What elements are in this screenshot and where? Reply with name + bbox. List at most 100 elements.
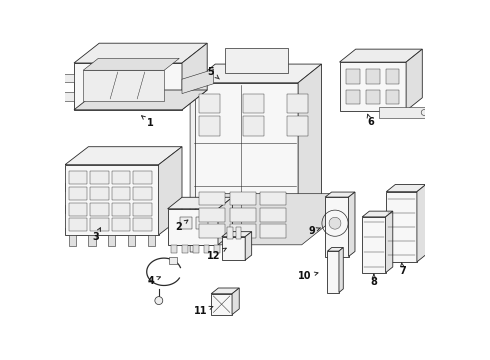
Polygon shape [339, 248, 343, 292]
Bar [243, 94, 264, 113]
Polygon shape [211, 294, 232, 315]
Bar [386, 90, 399, 104]
Polygon shape [192, 83, 298, 241]
Bar [112, 219, 130, 231]
Polygon shape [188, 194, 340, 245]
Text: 10: 10 [298, 271, 318, 282]
Bar [69, 219, 87, 231]
Polygon shape [74, 63, 182, 110]
Polygon shape [182, 245, 188, 253]
Bar [112, 171, 130, 184]
Polygon shape [192, 64, 321, 83]
Polygon shape [348, 192, 355, 256]
Polygon shape [225, 48, 288, 73]
Polygon shape [218, 197, 232, 245]
Polygon shape [69, 235, 76, 246]
Polygon shape [379, 107, 430, 118]
Polygon shape [386, 211, 393, 273]
Text: 3: 3 [92, 228, 100, 242]
Bar [90, 203, 109, 216]
Text: 12: 12 [207, 248, 226, 261]
Polygon shape [65, 147, 182, 165]
Polygon shape [61, 93, 74, 101]
Bar [230, 208, 256, 221]
Polygon shape [193, 245, 198, 253]
Polygon shape [168, 197, 232, 209]
Bar [199, 94, 220, 113]
Polygon shape [108, 235, 116, 246]
Polygon shape [128, 235, 135, 246]
Bar [227, 227, 233, 238]
Text: 6: 6 [367, 114, 374, 127]
Bar [199, 117, 220, 136]
Circle shape [329, 217, 341, 229]
Polygon shape [362, 211, 393, 217]
Bar [199, 224, 225, 238]
Text: 9: 9 [308, 226, 320, 236]
Polygon shape [61, 74, 74, 82]
Bar [386, 69, 399, 84]
Polygon shape [327, 251, 339, 292]
Polygon shape [65, 165, 159, 235]
Polygon shape [171, 245, 177, 253]
Polygon shape [88, 235, 96, 246]
Polygon shape [325, 192, 355, 197]
Circle shape [155, 297, 163, 305]
Polygon shape [50, 213, 65, 228]
Bar [346, 90, 360, 104]
Polygon shape [83, 58, 179, 70]
Bar [69, 171, 87, 184]
Bar [180, 217, 192, 229]
Bar [287, 117, 308, 136]
Bar [196, 217, 208, 229]
Bar [90, 187, 109, 200]
Bar [199, 208, 225, 221]
Polygon shape [211, 288, 239, 294]
Polygon shape [340, 62, 406, 111]
Polygon shape [417, 184, 426, 262]
Bar [346, 69, 360, 84]
Bar [236, 227, 242, 238]
Bar [260, 224, 286, 238]
Bar [133, 187, 152, 200]
Bar [90, 219, 109, 231]
Polygon shape [232, 288, 239, 315]
Polygon shape [168, 209, 218, 245]
Bar [287, 94, 308, 113]
Polygon shape [362, 217, 386, 273]
Polygon shape [74, 90, 207, 110]
Polygon shape [190, 45, 199, 252]
Bar [133, 171, 152, 184]
Bar [169, 257, 177, 264]
Bar [243, 117, 264, 136]
Bar [230, 192, 256, 206]
Text: 8: 8 [370, 274, 377, 287]
Text: 2: 2 [175, 220, 188, 232]
Polygon shape [50, 168, 65, 183]
Polygon shape [327, 248, 343, 251]
Bar [112, 203, 130, 216]
Polygon shape [50, 191, 65, 205]
Polygon shape [245, 232, 252, 260]
Polygon shape [148, 235, 155, 246]
Bar [199, 192, 225, 206]
Polygon shape [83, 70, 164, 101]
Polygon shape [215, 245, 220, 253]
Polygon shape [204, 245, 209, 253]
Polygon shape [182, 43, 207, 110]
Bar [260, 208, 286, 221]
Bar [69, 203, 87, 216]
Bar [366, 90, 380, 104]
Text: 1: 1 [142, 116, 154, 128]
Bar [112, 187, 130, 200]
Text: 11: 11 [194, 306, 213, 316]
Bar [133, 219, 152, 231]
Polygon shape [386, 192, 417, 262]
Polygon shape [182, 69, 214, 94]
Polygon shape [222, 237, 245, 260]
Polygon shape [298, 64, 321, 241]
Bar [90, 171, 109, 184]
Text: 7: 7 [399, 263, 406, 276]
Bar [69, 187, 87, 200]
Text: 4: 4 [147, 276, 160, 286]
